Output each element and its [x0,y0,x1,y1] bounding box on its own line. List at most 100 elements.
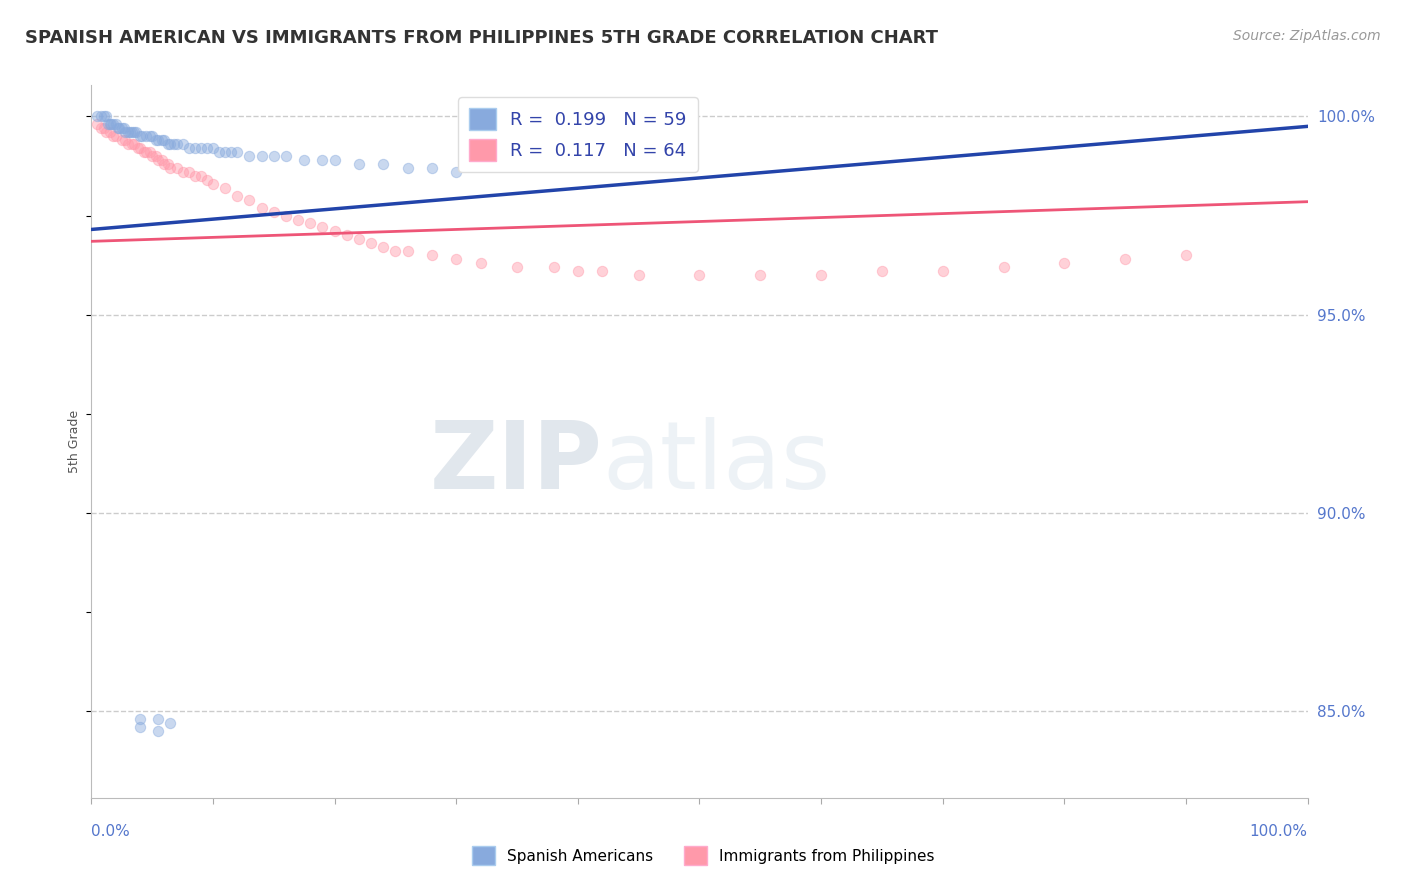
Point [219,145,242,160]
Point [360,236,382,251]
Point [103,129,125,144]
Point [172,165,194,179]
Point [172,137,194,152]
Point [396,161,419,175]
Point [591,264,613,278]
Point [90,121,112,136]
Point [444,165,467,179]
Point [156,157,179,171]
Point [145,133,167,147]
Point [120,125,142,139]
Point [121,137,143,152]
Point [202,141,225,155]
Point [543,260,565,274]
Point [373,240,395,254]
Point [117,137,139,152]
Point [184,169,207,183]
Point [112,121,135,136]
Point [141,129,163,144]
Point [145,149,167,163]
Point [323,153,346,167]
Point [226,188,249,202]
Point [100,117,122,131]
Point [323,224,346,238]
Point [93,121,115,136]
Point [506,260,529,274]
Point [347,157,370,171]
Point [127,141,149,155]
Point [444,252,467,267]
Point [177,141,200,155]
Legend: R =  0.199   N = 59, R =  0.117   N = 64: R = 0.199 N = 59, R = 0.117 N = 64 [458,97,697,172]
Point [238,149,260,163]
Point [1114,252,1136,267]
Point [870,264,893,278]
Legend: Spanish Americans, Immigrants from Philippines: Spanish Americans, Immigrants from Phili… [465,840,941,871]
Point [141,149,163,163]
Point [163,137,186,152]
Point [148,153,170,167]
Point [299,217,322,231]
Point [117,125,139,139]
Y-axis label: 5th Grade: 5th Grade [67,410,82,473]
Point [311,153,333,167]
Point [129,720,152,734]
Point [250,149,273,163]
Point [129,712,152,726]
Point [274,149,297,163]
Text: 100.0%: 100.0% [1250,824,1308,838]
Point [810,268,832,282]
Point [121,125,143,139]
Point [263,204,285,219]
Point [373,157,395,171]
Point [226,145,249,160]
Point [166,137,188,152]
Point [420,161,443,175]
Point [98,117,121,131]
Point [125,125,148,139]
Point [274,209,297,223]
Point [111,121,134,136]
Point [132,145,155,160]
Point [135,145,157,160]
Text: 0.0%: 0.0% [91,824,131,838]
Text: ZIP: ZIP [429,417,602,509]
Point [139,129,162,144]
Point [214,145,236,160]
Point [159,137,181,152]
Point [166,161,188,175]
Point [195,141,218,155]
Point [90,110,112,124]
Text: atlas: atlas [602,417,831,509]
Point [287,212,309,227]
Point [148,133,170,147]
Point [567,264,589,278]
Point [114,133,136,147]
Point [129,129,152,144]
Point [153,133,176,147]
Point [97,117,120,131]
Point [94,110,117,124]
Point [336,228,359,243]
Point [135,129,157,144]
Point [627,268,650,282]
Point [150,133,173,147]
Point [150,153,173,167]
Point [86,117,108,131]
Point [104,129,127,144]
Point [114,125,136,139]
Point [122,137,145,152]
Point [238,193,260,207]
Text: SPANISH AMERICAN VS IMMIGRANTS FROM PHILIPPINES 5TH GRADE CORRELATION CHART: SPANISH AMERICAN VS IMMIGRANTS FROM PHIL… [25,29,938,46]
Point [993,260,1015,274]
Point [159,161,181,175]
Point [420,248,443,262]
Point [688,268,710,282]
Point [202,177,225,191]
Point [159,716,181,731]
Point [1175,248,1198,262]
Point [103,117,125,131]
Point [292,153,315,167]
Point [384,244,406,259]
Point [156,137,179,152]
